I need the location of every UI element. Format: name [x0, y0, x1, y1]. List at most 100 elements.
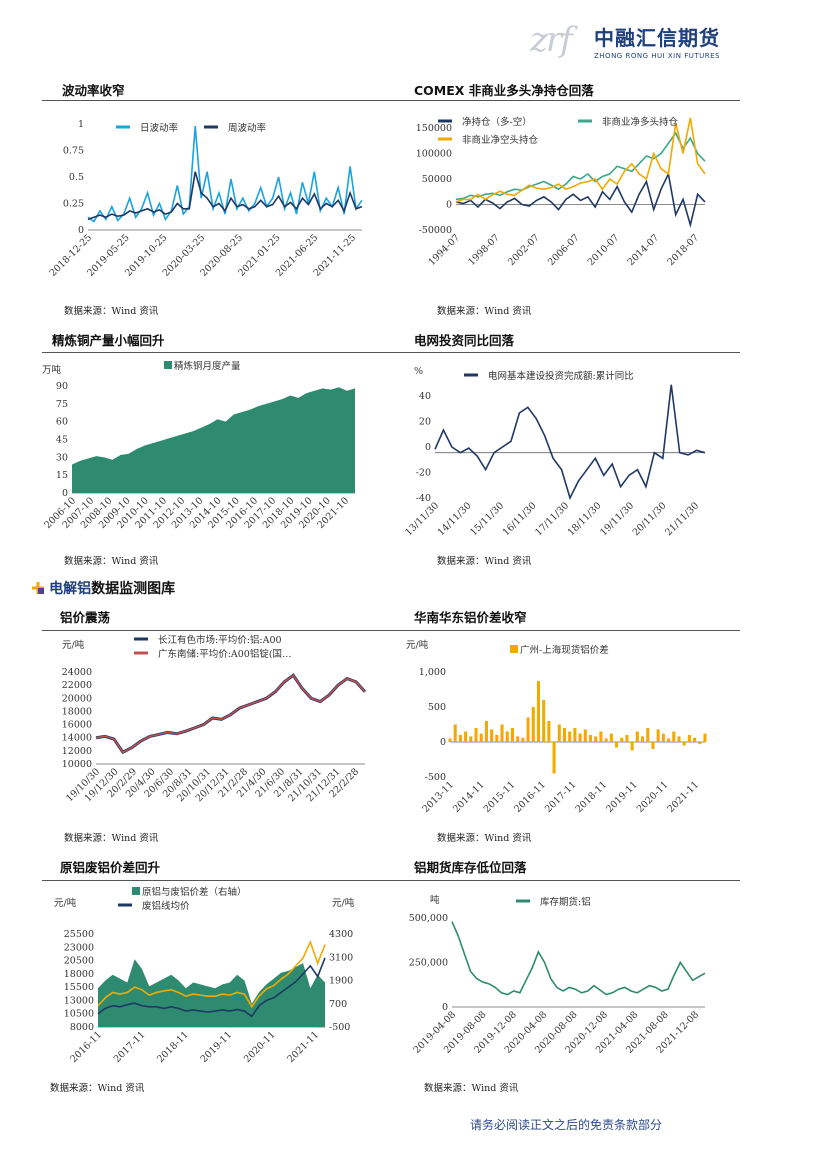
legend-label: 原铝与废铝价差（右轴）	[142, 886, 247, 898]
y-tick-label: 8000	[70, 1022, 94, 1033]
legend-label: 广州-上海现货铝价差	[520, 644, 609, 656]
bar	[703, 733, 707, 742]
x-tick-label: 2020-11	[635, 779, 671, 815]
x-tick-label: 2019-11	[604, 779, 640, 815]
y-right-tick-label: 3100	[329, 952, 353, 963]
y-tick-label: 0.5	[69, 172, 84, 183]
y-tick-label: 15500	[64, 982, 94, 993]
y-tick-label: 22000	[62, 680, 92, 691]
panel-title-spread: 华南华东铝价差收窄	[414, 610, 527, 625]
series-line	[97, 939, 326, 1009]
bar	[568, 731, 572, 742]
chart-inventory: 0250,000500,000吨2019-04-082019-08-082019…	[409, 894, 706, 1056]
bar	[620, 737, 624, 742]
company-logo: zrf 中融汇信期货 ZHONG RONG HUI XIN FUTURES	[530, 20, 730, 64]
legend-label: 净持仓（多-空）	[462, 116, 532, 128]
bar	[536, 681, 540, 742]
bar	[458, 735, 462, 742]
y-tick-label: 60	[56, 417, 68, 428]
x-tick-label: 2021-11	[285, 1029, 321, 1065]
x-tick-label: 2017-11	[543, 779, 579, 815]
bar	[594, 736, 598, 742]
x-tick-label: 2010-07	[586, 232, 622, 268]
bar	[557, 724, 561, 742]
x-tick-label: 2016-11	[512, 779, 548, 815]
bar	[677, 736, 681, 742]
y-tick-label: 0.25	[63, 199, 84, 210]
bar	[656, 729, 660, 742]
x-tick-label: 13/11/30	[403, 500, 441, 538]
chart-volatility: 00.250.50.7512018-12-252019-05-252019-10…	[48, 119, 363, 279]
x-tick-label: 1998-07	[466, 232, 502, 268]
y-unit-label: %	[414, 366, 423, 377]
bar	[484, 721, 488, 742]
y-right-unit-label: 元/吨	[332, 897, 355, 909]
bar	[469, 736, 473, 742]
y-tick-label: 100000	[416, 149, 452, 160]
y-tick-label: 40	[419, 391, 431, 402]
legend-label: 非商业净空头持仓	[462, 134, 539, 146]
disclaimer-footer: 请务必阅读正文之后的免责条款部分	[470, 1118, 663, 1132]
x-tick-label: 2015-11	[482, 779, 518, 815]
y-tick-label: 500	[428, 702, 446, 713]
y-tick-label: 12000	[62, 746, 92, 757]
source-note: 数据来源：Wind 资讯	[64, 306, 159, 317]
bar	[578, 733, 582, 742]
y-tick-label: 1	[78, 119, 84, 130]
bar	[609, 733, 613, 742]
y-tick-label: -20	[416, 468, 431, 479]
y-tick-label: 0	[446, 200, 452, 211]
y-tick-label: -500	[425, 772, 446, 783]
x-tick-label: 2018-11	[155, 1029, 191, 1065]
series-line	[87, 126, 363, 223]
x-tick-label: 15/11/30	[468, 500, 506, 538]
x-tick-label: 2002-07	[506, 232, 542, 268]
x-tick-label: 20/11/30	[631, 500, 669, 538]
series-line	[455, 117, 706, 203]
x-tick-label: 16/11/30	[501, 500, 539, 538]
legend-label: 广东南储:平均价:A00铝锭(国…	[158, 648, 292, 660]
y-tick-label: 0	[440, 737, 446, 748]
legend-label: 长江有色市场:平均价:铝:A00	[158, 634, 282, 646]
panel-title-grid-investment: 电网投资同比回落	[414, 333, 515, 348]
legend-swatch	[164, 361, 172, 369]
bar	[490, 729, 494, 742]
source-note: 数据来源：Wind 资讯	[437, 833, 532, 844]
legend-label: 废铝线均价	[142, 900, 190, 912]
y-tick-label: 90	[56, 381, 68, 392]
x-tick-label: 21/11/30	[663, 500, 701, 538]
y-tick-label: 1,000	[419, 667, 446, 678]
bar	[479, 733, 483, 742]
bar	[599, 731, 603, 742]
logo-en-text: ZHONG RONG HUI XIN FUTURES	[594, 52, 720, 60]
legend-swatch	[510, 645, 518, 653]
x-tick-label: 2017-11	[112, 1029, 148, 1065]
bar	[588, 735, 593, 742]
bar	[583, 729, 587, 742]
source-note: 数据来源：Wind 资讯	[64, 556, 159, 567]
y-tick-label: 0	[442, 1002, 448, 1013]
logo-cn-text: 中融汇信期货	[594, 26, 720, 50]
y-tick-label: 25500	[64, 929, 94, 940]
bar	[542, 700, 546, 742]
bar	[641, 736, 645, 742]
y-tick-label: 20500	[64, 956, 94, 967]
bar	[495, 735, 499, 742]
x-tick-label: 19/11/30	[598, 500, 636, 538]
y-tick-label: 150000	[416, 123, 452, 134]
y-tick-label: 20	[419, 417, 431, 428]
series-area	[98, 959, 325, 1027]
source-note: 数据来源：Wind 资讯	[437, 306, 532, 317]
y-tick-label: 0	[78, 225, 84, 236]
series-area	[72, 387, 355, 493]
chart-scrap-spread: 8000 10500 13000 15500 18000 20500 23000 25500 -…	[54, 886, 355, 1065]
bar	[615, 742, 619, 748]
x-tick-label: 2018-11	[574, 779, 610, 815]
x-tick-label: 14/11/30	[436, 500, 474, 538]
series-line	[451, 921, 706, 996]
bar	[521, 737, 525, 742]
x-tick-label: 2016-11	[68, 1029, 104, 1065]
x-tick-label: 2018-07	[665, 232, 701, 268]
bar	[526, 717, 530, 742]
y-tick-label: 10000	[62, 759, 92, 770]
